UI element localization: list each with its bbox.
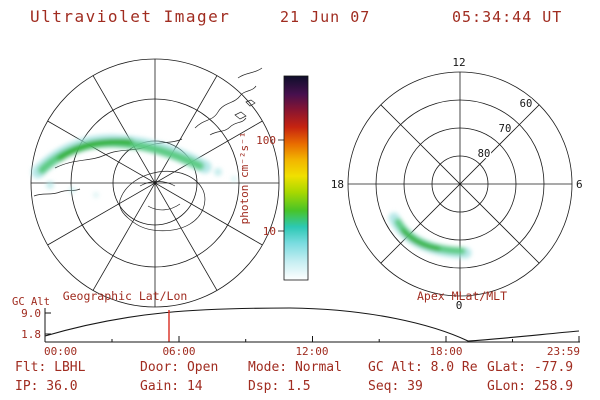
app-title: Ultraviolet Imager — [30, 7, 230, 26]
header-date: 21 Jun 07 — [280, 8, 370, 26]
colorbar: 100 10 photon cm⁻²s⁻¹ — [238, 75, 309, 281]
mlat-80-label: 80 — [478, 148, 491, 160]
coastlines — [33, 67, 263, 232]
apex-grid — [347, 71, 573, 297]
ytick-9: 9.0 — [21, 307, 41, 320]
colorbar-tick-10: 10 — [263, 225, 276, 238]
mlat-70-label: 70 — [499, 123, 512, 135]
xtick-0600: 06:00 — [162, 345, 195, 358]
xtick-1800: 18:00 — [429, 345, 462, 358]
status-ip: IP: 36.0 — [15, 379, 78, 394]
status-dsp: Dsp: 1.5 — [248, 379, 311, 394]
gc-alt-curve — [44, 307, 580, 342]
status-gc-alt: GC Alt: 8.0 Re — [368, 360, 478, 375]
xtick-2359: 23:59 — [547, 345, 580, 358]
aurora-oval-geographic — [31, 134, 237, 198]
status-glon: GLon: 258.9 — [487, 379, 573, 394]
apex-dial: 12 18 6 0 60 70 80 — [329, 55, 584, 314]
apex-caption: Apex MLat/MLT — [417, 289, 507, 303]
header-time: 05:34:44 UT — [452, 8, 562, 26]
timeline-axes — [44, 308, 580, 343]
geographic-map — [30, 58, 280, 308]
gc-alt-axis-title: GC Alt — [12, 296, 50, 308]
mlt-12-label: 12 — [452, 56, 465, 69]
status-gain: Gain: 14 — [140, 379, 203, 394]
colorbar-units-label: photon cm⁻²s⁻¹ — [238, 132, 251, 225]
status-seq: Seq: 39 — [368, 379, 423, 394]
status-flt: Flt: LBHL — [15, 360, 86, 375]
status-mode: Mode: Normal — [248, 360, 342, 375]
geographic-caption: Geographic Lat/Lon — [63, 289, 188, 303]
gc-alt-timeline: GC Alt 9.0 1.8 00:00 06:00 12:00 18:00 2… — [12, 296, 580, 358]
status-readout: Flt: LBHL Door: Open Mode: Normal GC Alt… — [15, 360, 573, 394]
aurora-oval-apex — [388, 212, 472, 259]
mlat-60-label: 60 — [520, 98, 533, 110]
mlt-18-label: 18 — [331, 178, 344, 191]
status-glat: GLat: -77.9 — [487, 360, 573, 375]
colorbar-gradient — [283, 75, 309, 281]
xtick-1200: 12:00 — [295, 345, 328, 358]
status-door: Door: Open — [140, 360, 218, 375]
ytick-1-8: 1.8 — [21, 328, 41, 341]
xtick-0000: 00:00 — [44, 345, 77, 358]
mlt-6-label: 6 — [576, 178, 583, 191]
colorbar-tick-100: 100 — [256, 134, 276, 147]
mlt-0-label: 0 — [456, 299, 463, 312]
